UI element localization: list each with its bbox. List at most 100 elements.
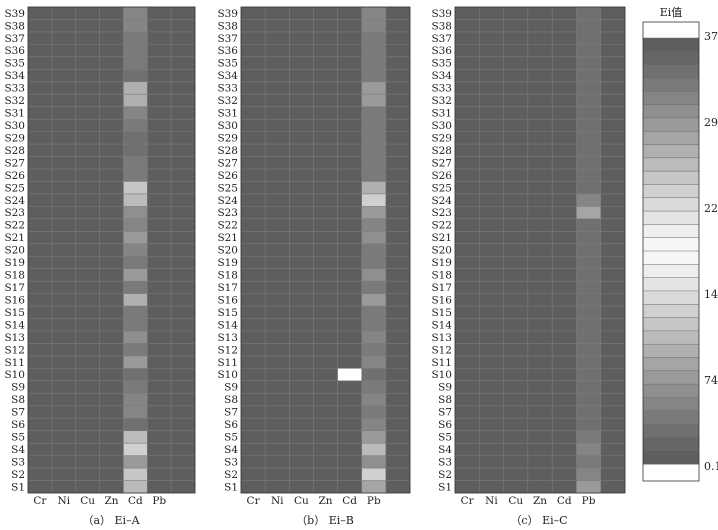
row-tick-label: S5 (438, 432, 452, 444)
heat-cell-pb-s36 (361, 44, 386, 57)
row-tick-label: S18 (431, 270, 452, 282)
heat-cell-cd-s37 (123, 31, 148, 45)
row-tick-label: S13 (4, 332, 25, 344)
heat-cell-pb-s6 (576, 418, 601, 431)
colorbar-tick-label: 0.15 (704, 460, 718, 473)
heat-cell-pb-s38 (361, 19, 386, 32)
panel-background (28, 7, 195, 493)
row-tick-label: S17 (431, 282, 452, 294)
row-tick-label: S23 (431, 207, 452, 219)
heat-cell-pb-s21 (576, 231, 601, 244)
row-tick-label: S15 (4, 307, 25, 319)
row-tick-label: S9 (438, 382, 452, 394)
heat-cell-pb-s5 (576, 430, 601, 444)
heatmap-panel-3: S1S2S3S4S5S6S7S8S9S10S11S12S13S14S15S16S… (431, 6, 626, 527)
row-tick-label: S4 (11, 444, 25, 456)
colorbar-segment (643, 104, 699, 119)
heat-cell-pb-s10 (576, 368, 601, 381)
heat-cell-pb-s27 (361, 156, 386, 169)
row-tick-label: S29 (4, 132, 25, 144)
heat-cell-cd-s36 (123, 44, 148, 57)
colorbar-segment (643, 384, 699, 398)
heat-cell-pb-s20 (576, 243, 601, 257)
heat-cell-pb-s14 (361, 318, 386, 331)
heat-cell-cd-s20 (123, 243, 148, 257)
heat-cell-pb-s9 (576, 380, 601, 394)
heat-cell-pb-s30 (576, 119, 601, 132)
heat-cell-cd-s10 (337, 368, 362, 381)
heat-cell-pb-s8 (576, 393, 601, 406)
heat-cell-pb-s37 (576, 31, 601, 45)
heat-cell-pb-s7 (576, 405, 601, 419)
row-tick-label: S28 (217, 145, 238, 157)
heat-cell-pb-s2 (361, 468, 386, 481)
row-tick-label: S20 (217, 245, 238, 257)
row-tick-label: S26 (4, 170, 25, 182)
colorbar-frame (642, 21, 700, 482)
heat-cell-cd-s1 (123, 480, 148, 493)
column-tick-label: Cr (33, 495, 47, 507)
colorbar-tick-label: 149.24 (704, 288, 718, 301)
row-tick-label: S27 (4, 157, 25, 169)
column-tick-label: Ni (271, 495, 284, 507)
colorbar-segment (643, 397, 699, 412)
panel-caption: （b） Ei–B (296, 514, 354, 527)
row-tick-label: S33 (4, 83, 25, 95)
panel-frame (454, 6, 626, 494)
heat-cell-pb-s21 (361, 231, 386, 244)
row-tick-label: S30 (217, 120, 238, 132)
colorbar-segment (643, 450, 699, 465)
heat-cell-pb-s1 (576, 480, 601, 493)
row-tick-label: S19 (4, 257, 25, 269)
row-tick-label: S31 (431, 108, 452, 120)
heat-cell-pb-s12 (576, 343, 601, 356)
row-tick-label: S18 (4, 270, 25, 282)
heat-cell-pb-s22 (361, 218, 386, 232)
heat-cell-pb-s24 (361, 193, 386, 207)
row-tick-label: S8 (224, 394, 238, 406)
heat-cell-cd-s6 (123, 418, 148, 431)
row-tick-label: S11 (4, 357, 25, 369)
column-tick-label: Pb (367, 495, 381, 507)
heat-cell-pb-s3 (361, 455, 386, 469)
colorbar-segment (643, 131, 699, 145)
heat-cell-cd-s14 (123, 318, 148, 331)
row-tick-label: S23 (4, 207, 25, 219)
row-tick-label: S7 (11, 407, 25, 419)
heat-cell-pb-s2 (576, 468, 601, 481)
column-tick-label: Cu (80, 495, 95, 507)
row-tick-label: S7 (224, 407, 238, 419)
row-tick-label: S5 (224, 432, 238, 444)
row-tick-label: S22 (431, 220, 452, 232)
row-tick-label: S39 (217, 8, 238, 20)
heat-cell-pb-s9 (361, 380, 386, 394)
heat-cell-cd-s39 (123, 7, 148, 20)
column-tick-label: Zn (533, 495, 547, 507)
colorbar-segment (643, 157, 699, 172)
colorbar-segment (643, 290, 699, 305)
heat-cell-cd-s4 (123, 443, 148, 456)
colorbar-tick-label: 223.79 (704, 202, 718, 215)
column-tick-label: Cr (247, 495, 261, 507)
column-tick-label: Cr (461, 495, 475, 507)
heat-cell-pb-s15 (576, 306, 601, 319)
row-tick-label: S6 (438, 419, 452, 431)
heat-cell-pb-s38 (576, 19, 601, 32)
heat-cell-pb-s31 (576, 106, 601, 120)
row-tick-label: S12 (431, 344, 452, 356)
colorbar-segment (643, 64, 699, 79)
heat-cell-pb-s29 (576, 131, 601, 145)
row-tick-label: S22 (4, 220, 25, 232)
heat-cell-pb-s4 (361, 443, 386, 456)
column-tick-label: Cu (294, 495, 309, 507)
row-tick-label: S18 (217, 270, 238, 282)
row-tick-label: S38 (431, 20, 452, 32)
colorbar-segment (643, 144, 699, 159)
heat-cell-pb-s1 (361, 480, 386, 493)
row-tick-label: S24 (431, 195, 452, 207)
heat-cell-pb-s25 (361, 181, 386, 194)
heat-cell-cd-s13 (123, 331, 148, 344)
heat-cell-pb-s25 (576, 181, 601, 194)
row-tick-label: S1 (438, 481, 452, 493)
column-tick-label: Cd (342, 495, 357, 507)
